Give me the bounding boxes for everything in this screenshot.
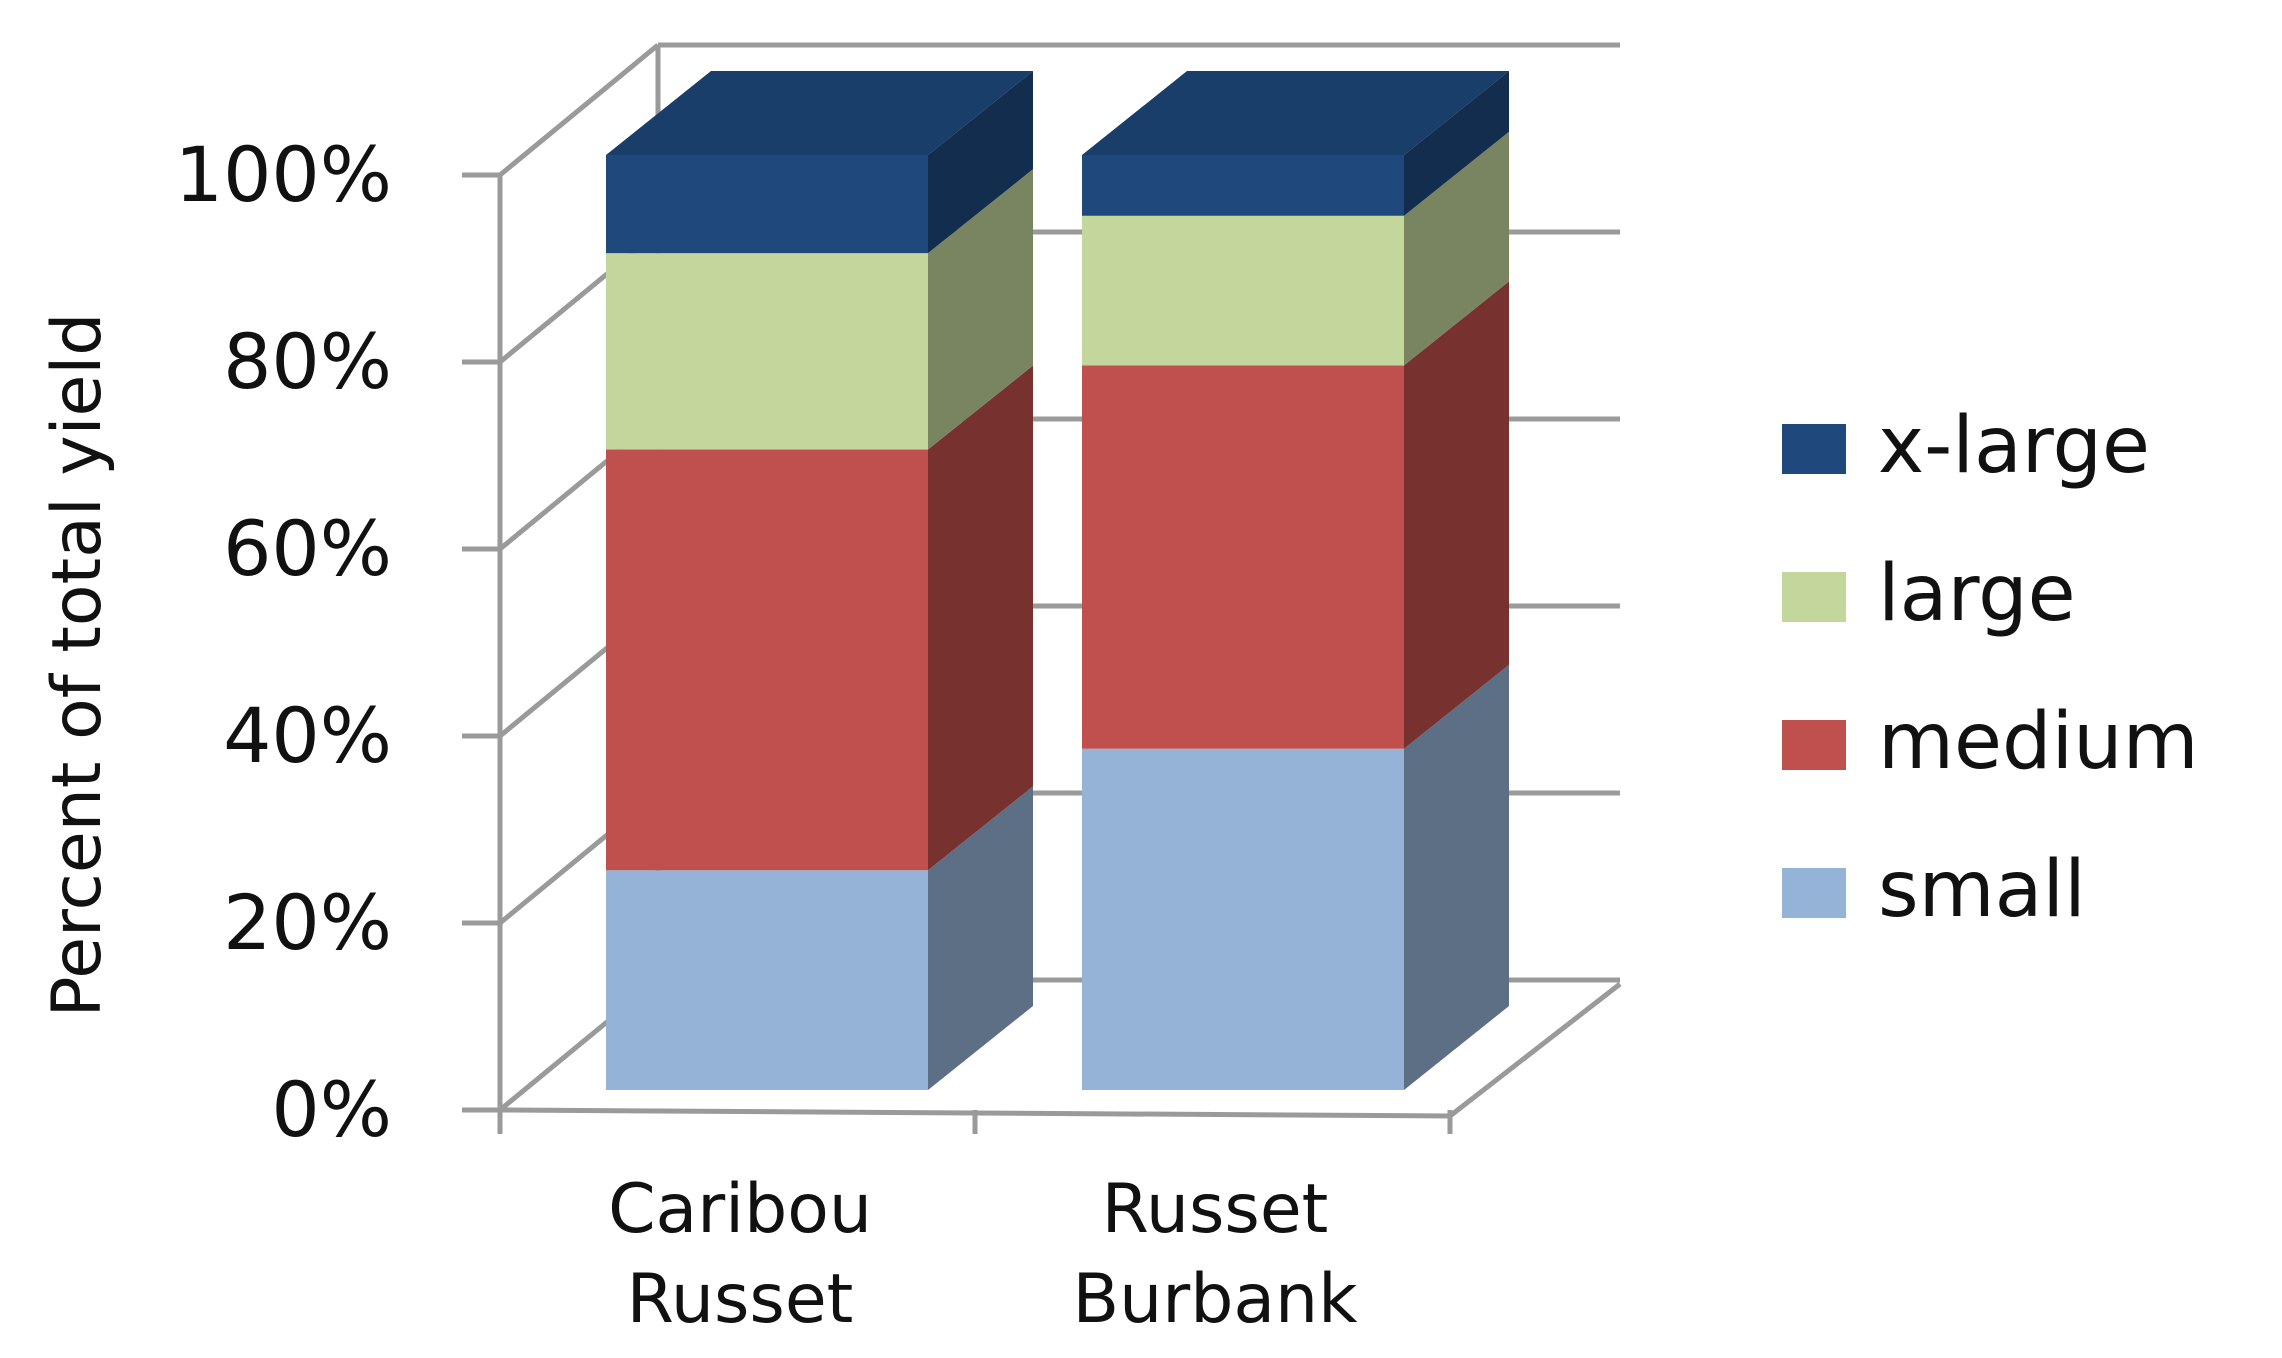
bar-stack — [1082, 71, 1509, 1090]
x-category-label-line: Caribou — [608, 1170, 872, 1249]
x-category-label: Caribou Russet — [608, 1170, 872, 1339]
bar-side-medium — [928, 365, 1033, 871]
floor-right-edge — [1448, 982, 1622, 1118]
legend-label-small: small — [1878, 845, 2086, 935]
bar-segment-small — [606, 870, 928, 1090]
legend-item: small — [1782, 845, 2086, 935]
y-tick-label: 80% — [223, 317, 392, 406]
bar-top-x-large — [606, 71, 1033, 155]
chart-bars — [606, 71, 1509, 1090]
y-tick-label: 40% — [223, 691, 392, 780]
y-tick-label: 60% — [223, 504, 392, 593]
gridline-left-wall — [498, 43, 660, 177]
bar-segment-x-large — [606, 155, 928, 254]
bar-side-x-large — [1404, 71, 1509, 216]
bar-segment-large — [1082, 215, 1404, 366]
bar-segment-x-large — [1082, 155, 1404, 216]
legend-swatch-small — [1782, 868, 1846, 918]
legend-label-medium: medium — [1878, 697, 2199, 787]
legend-item: x-large — [1782, 401, 2150, 491]
x-axis-categories: Caribou Russet Russet Burbank — [608, 1170, 1358, 1339]
x-category-label-line: Burbank — [1072, 1260, 1358, 1339]
y-tick-label: 0% — [271, 1065, 392, 1154]
bar-side-small — [1404, 664, 1509, 1090]
bar-side-large — [1404, 131, 1509, 366]
legend-item: large — [1782, 549, 2076, 639]
bar-segment-small — [1082, 748, 1404, 1090]
bar-segment-large — [606, 253, 928, 450]
bar-top-x-large — [1082, 71, 1509, 155]
x-category-label: Russet Burbank — [1072, 1170, 1358, 1339]
y-axis-title: Percent of total yield — [38, 313, 117, 1018]
bar-side-large — [928, 169, 1033, 450]
bar-segment-medium — [606, 449, 928, 871]
y-tick-label: 100% — [175, 130, 392, 219]
bar-side-medium — [1404, 281, 1509, 749]
x-category-label-line: Russet — [1102, 1170, 1329, 1249]
bar-side-small — [928, 786, 1033, 1090]
y-axis-ticks: 0% 20% 40% 60% 80% 100% — [175, 130, 392, 1154]
y-tick-label: 20% — [223, 878, 392, 967]
chart-legend: x-large large medium small — [1782, 401, 2199, 935]
legend-label-large: large — [1878, 549, 2076, 639]
legend-label-x-large: x-large — [1878, 401, 2150, 491]
bar-side-x-large — [928, 71, 1033, 254]
legend-swatch-x-large — [1782, 424, 1846, 474]
bar-segment-medium — [1082, 365, 1404, 749]
legend-swatch-medium — [1782, 720, 1846, 770]
legend-swatch-large — [1782, 572, 1846, 622]
legend-item: medium — [1782, 697, 2199, 787]
bar-stack — [606, 71, 1033, 1090]
x-category-label-line: Russet — [627, 1260, 854, 1339]
